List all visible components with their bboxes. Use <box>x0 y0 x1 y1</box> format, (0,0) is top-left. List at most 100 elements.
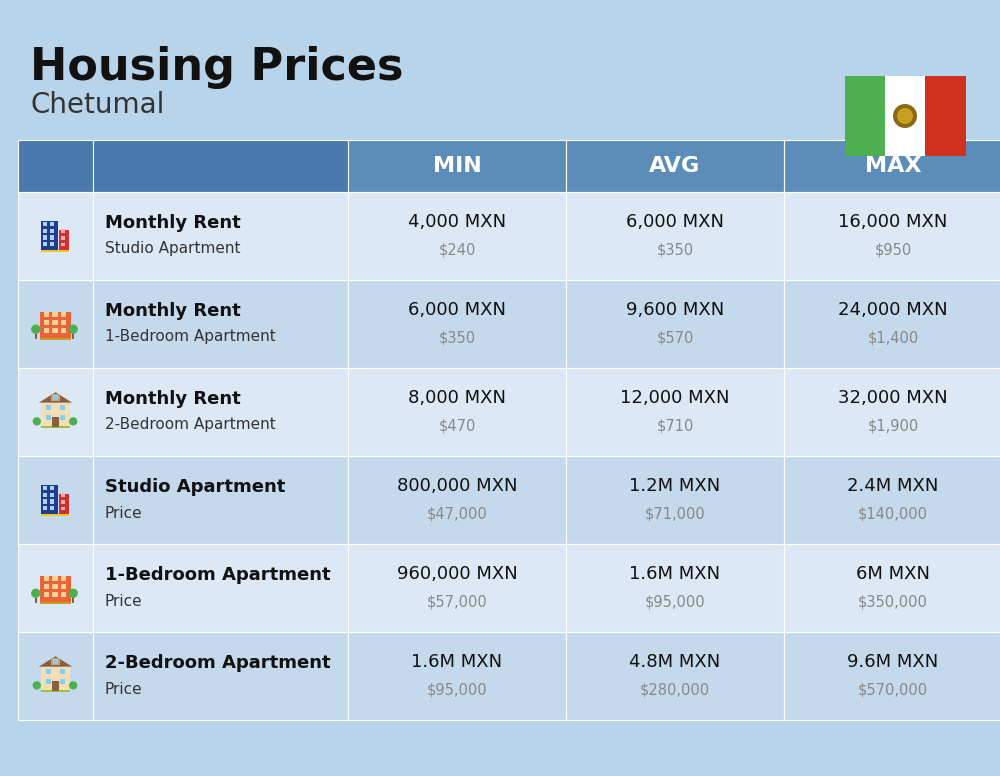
Bar <box>845 76 965 156</box>
Text: $1,400: $1,400 <box>867 331 919 345</box>
Bar <box>41 250 69 251</box>
Bar <box>61 592 66 598</box>
Text: 8,000 MXN: 8,000 MXN <box>408 389 506 407</box>
Bar <box>61 584 66 589</box>
Text: 1.6M MXN: 1.6M MXN <box>629 565 721 583</box>
Text: $710: $710 <box>656 418 694 434</box>
Bar <box>566 456 784 544</box>
Text: $140,000: $140,000 <box>858 507 928 521</box>
Text: Price: Price <box>105 505 143 521</box>
Text: $570: $570 <box>656 331 694 345</box>
Text: 960,000 MXN: 960,000 MXN <box>397 565 517 583</box>
Bar <box>18 280 93 368</box>
Bar <box>61 494 65 497</box>
Circle shape <box>31 588 40 598</box>
Text: 12,000 MXN: 12,000 MXN <box>620 389 730 407</box>
Bar <box>41 667 70 691</box>
Bar <box>18 192 93 280</box>
Text: 1.6M MXN: 1.6M MXN <box>411 653 503 671</box>
Text: 6,000 MXN: 6,000 MXN <box>626 213 724 231</box>
Bar <box>40 576 71 602</box>
Text: 1-Bedroom Apartment: 1-Bedroom Apartment <box>105 566 331 584</box>
Bar <box>43 506 47 511</box>
Text: 2-Bedroom Apartment: 2-Bedroom Apartment <box>105 654 331 672</box>
Bar <box>18 456 93 544</box>
Text: $350,000: $350,000 <box>858 594 928 609</box>
Bar <box>18 544 93 632</box>
Bar <box>348 140 566 192</box>
Bar <box>93 192 348 280</box>
Text: $350: $350 <box>438 331 476 345</box>
Text: Monthly Rent: Monthly Rent <box>105 214 241 232</box>
Bar <box>72 596 74 602</box>
Bar <box>61 576 66 580</box>
Bar <box>60 405 65 411</box>
Text: 800,000 MXN: 800,000 MXN <box>397 477 517 495</box>
Bar <box>51 394 60 400</box>
Text: Monthly Rent: Monthly Rent <box>105 302 241 320</box>
Text: MAX: MAX <box>865 156 921 176</box>
Bar <box>566 368 784 456</box>
Bar <box>566 632 784 720</box>
Text: $1,900: $1,900 <box>867 418 919 434</box>
Circle shape <box>893 104 917 128</box>
Bar <box>93 368 348 456</box>
Bar <box>43 222 47 226</box>
Text: $240: $240 <box>438 242 476 258</box>
Bar <box>784 280 1000 368</box>
Bar <box>348 544 566 632</box>
Polygon shape <box>39 392 72 403</box>
Bar <box>46 414 51 420</box>
Text: $57,000: $57,000 <box>427 594 487 609</box>
Bar <box>93 632 348 720</box>
Bar <box>566 544 784 632</box>
Text: $350: $350 <box>656 242 694 258</box>
Text: Monthly Rent: Monthly Rent <box>105 390 241 408</box>
Text: $71,000: $71,000 <box>645 507 705 521</box>
Bar <box>50 493 54 497</box>
Bar <box>50 486 54 490</box>
Circle shape <box>69 417 77 425</box>
Text: 24,000 MXN: 24,000 MXN <box>838 301 948 319</box>
Circle shape <box>31 324 40 334</box>
Bar <box>40 338 71 340</box>
Bar <box>52 681 59 691</box>
Bar <box>43 500 47 504</box>
Text: 9,600 MXN: 9,600 MXN <box>626 301 724 319</box>
Bar <box>348 456 566 544</box>
Bar <box>52 311 58 317</box>
Circle shape <box>897 108 913 124</box>
Bar <box>61 507 65 511</box>
Text: $470: $470 <box>438 418 476 434</box>
Bar <box>50 235 54 240</box>
Text: 32,000 MXN: 32,000 MXN <box>838 389 948 407</box>
Text: $47,000: $47,000 <box>427 507 487 521</box>
Bar <box>52 320 58 325</box>
Text: 6,000 MXN: 6,000 MXN <box>408 301 506 319</box>
Bar <box>46 669 51 674</box>
Bar <box>348 280 566 368</box>
Bar <box>44 592 49 598</box>
Text: 1-Bedroom Apartment: 1-Bedroom Apartment <box>105 330 276 345</box>
Text: 2.4M MXN: 2.4M MXN <box>847 477 939 495</box>
Circle shape <box>33 681 41 690</box>
Text: 4.8M MXN: 4.8M MXN <box>629 653 721 671</box>
Bar <box>52 584 58 589</box>
Text: 2-Bedroom Apartment: 2-Bedroom Apartment <box>105 417 276 432</box>
Text: 1.2M MXN: 1.2M MXN <box>629 477 721 495</box>
Bar <box>52 417 59 427</box>
Bar <box>41 514 69 515</box>
Bar <box>50 222 54 226</box>
Bar <box>40 311 71 338</box>
Bar <box>61 328 66 334</box>
Bar <box>52 328 58 334</box>
Bar <box>60 678 65 684</box>
Bar <box>784 140 1000 192</box>
Bar <box>44 311 49 317</box>
Bar <box>52 592 58 598</box>
Text: Price: Price <box>105 681 143 697</box>
Bar <box>40 601 71 604</box>
Bar <box>50 506 54 511</box>
Bar <box>845 76 885 156</box>
Bar <box>43 486 47 490</box>
